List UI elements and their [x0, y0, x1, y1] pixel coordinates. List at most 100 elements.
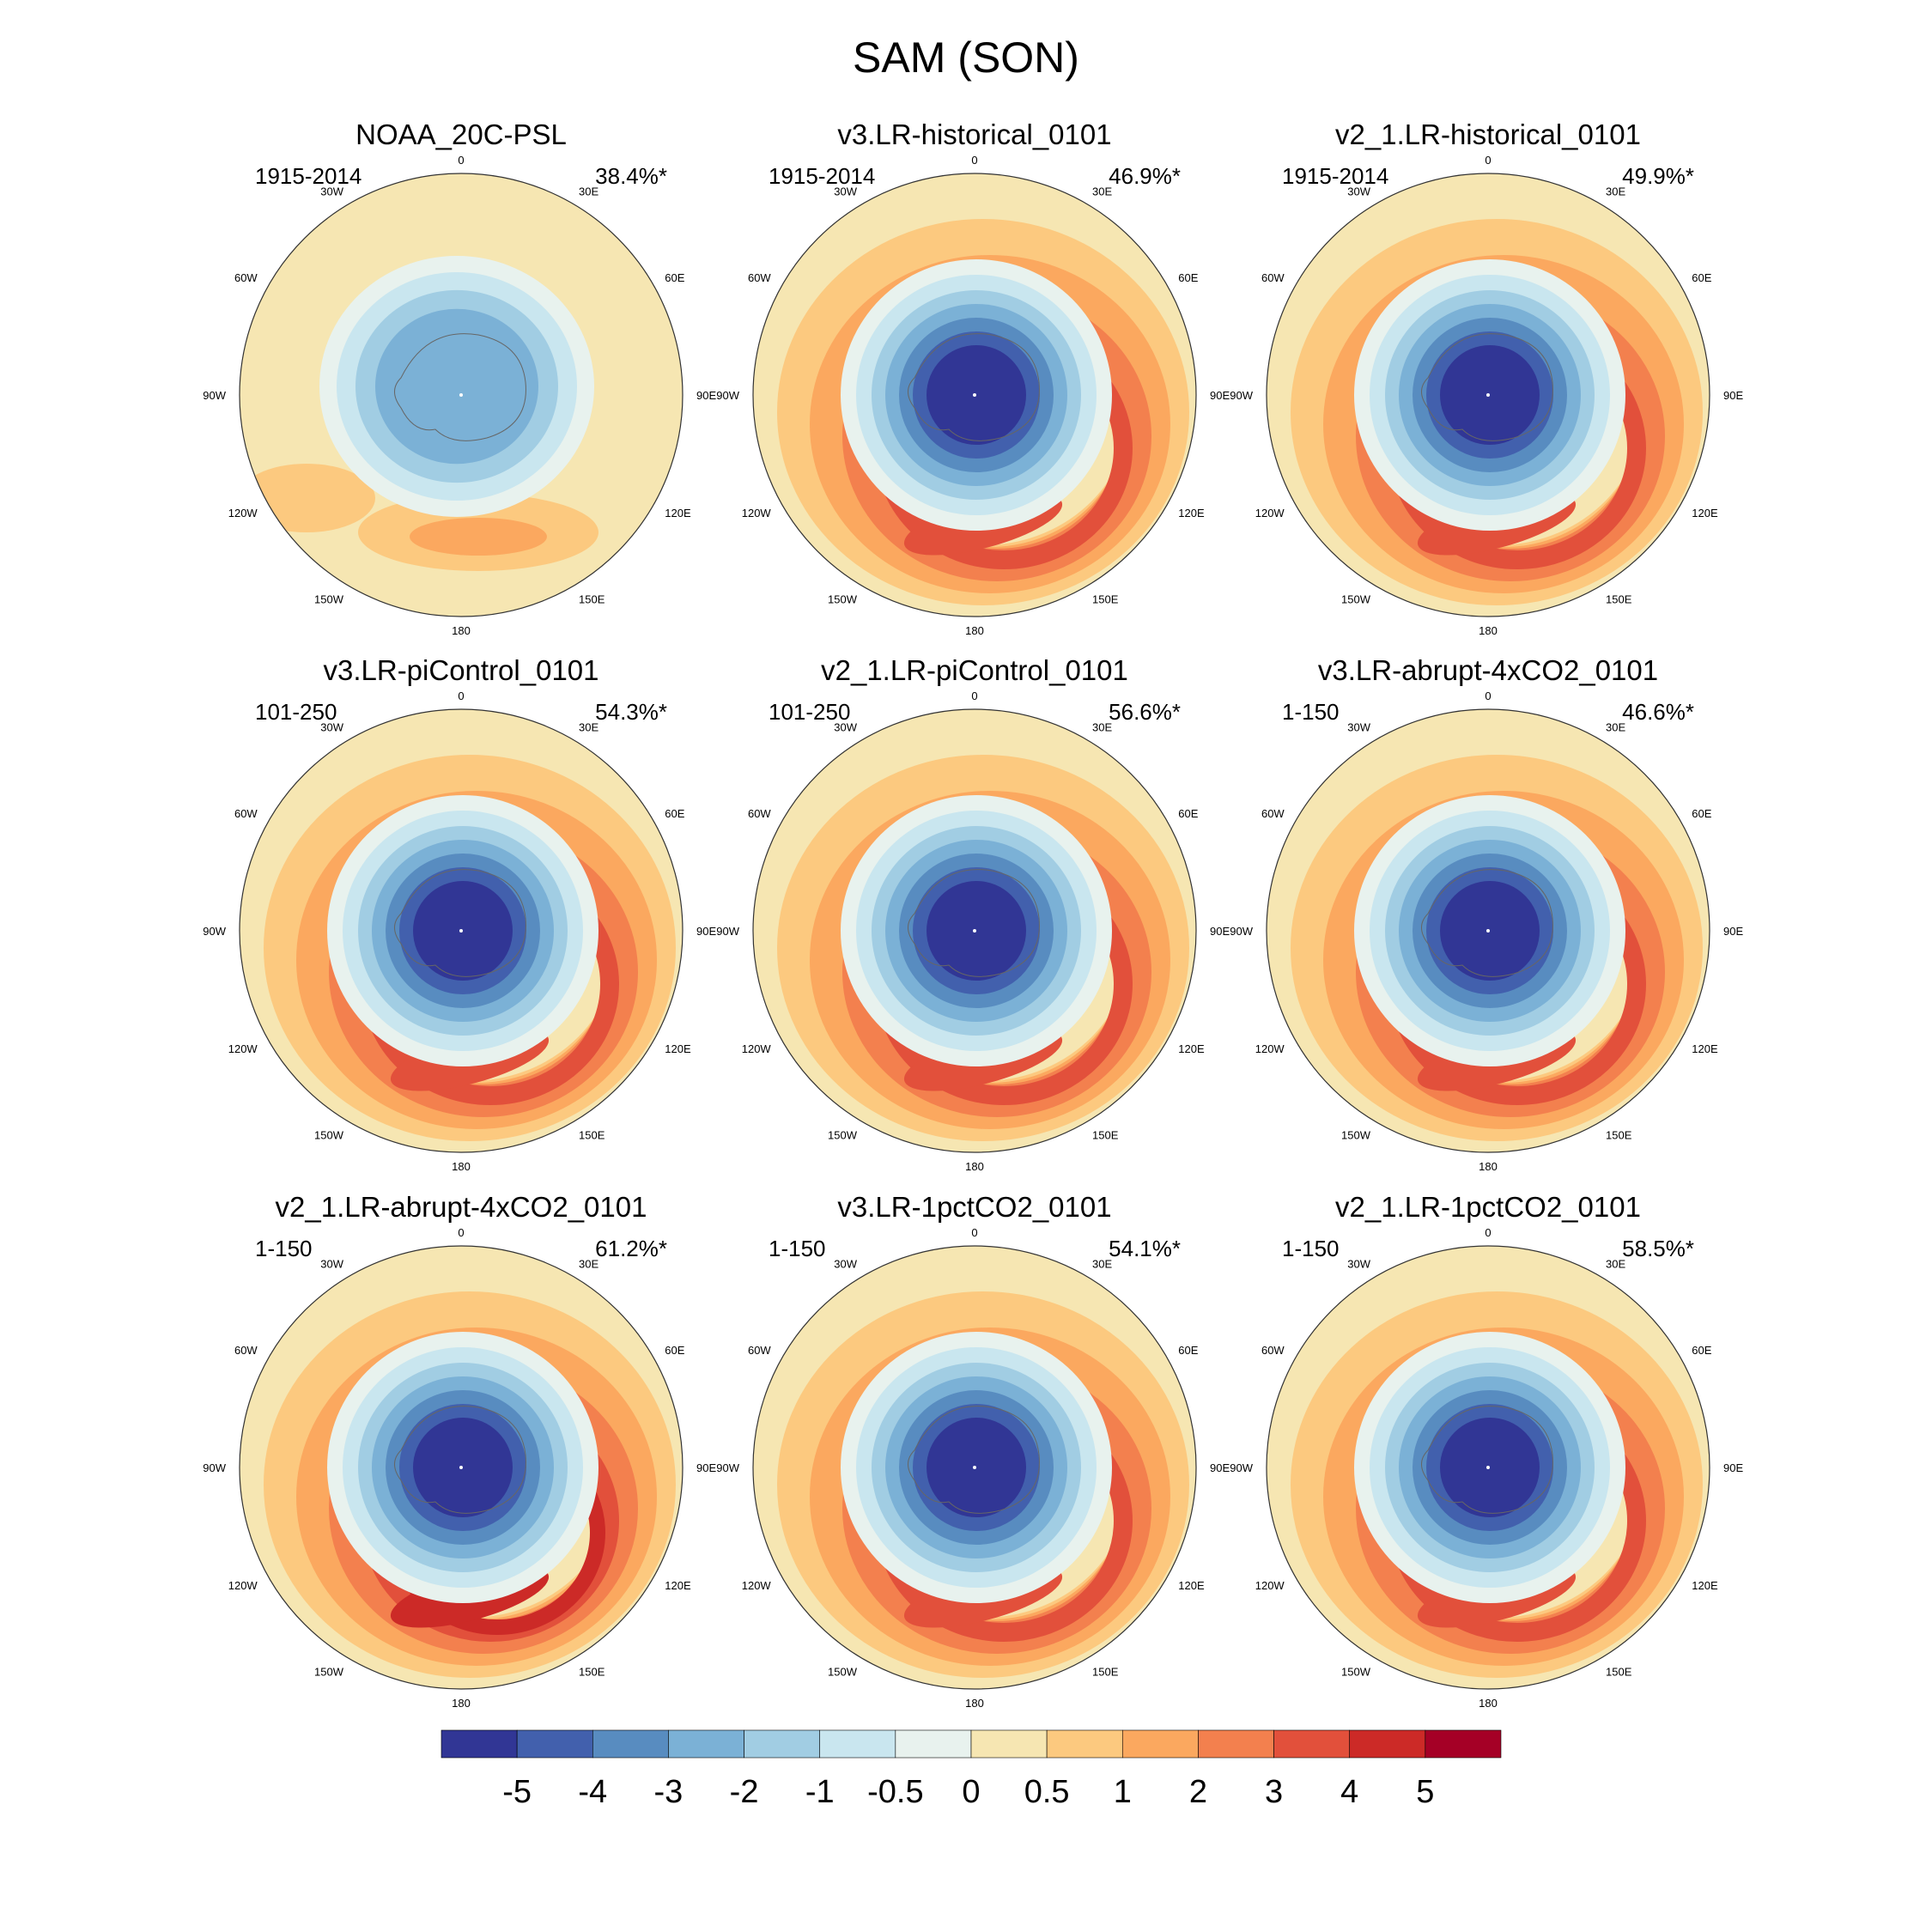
- colorbar-tick-label: 1: [1114, 1774, 1132, 1810]
- longitude-tick-label: 30E: [1606, 185, 1625, 198]
- panel-variance: 46.9%*: [1109, 163, 1181, 189]
- positive-anomaly-max: [410, 518, 547, 556]
- longitude-tick-label: 150E: [1092, 592, 1119, 605]
- longitude-tick-label: 90W: [1230, 389, 1254, 402]
- map-panel: v2_1.LR-1pctCO2_0101 1-150 58.5%* 0 30E 60E 90…: [1230, 1191, 1746, 1723]
- longitude-tick-label: 120E: [1692, 1042, 1718, 1055]
- polar-map: 0 30E 60E 90E 120E 150E 180 150W 120W 90W 60W 30W: [204, 690, 716, 1173]
- longitude-tick-label: 60W: [234, 271, 258, 284]
- colorbar-swatch: [895, 1729, 972, 1759]
- longitude-tick-label: 30E: [1606, 721, 1625, 734]
- panel-variance: 54.1%*: [1109, 1236, 1181, 1261]
- colorbar-tick-label: -2: [730, 1774, 759, 1810]
- colorbar-tick-label: 4: [1340, 1774, 1358, 1810]
- longitude-tick-label: 150W: [828, 592, 858, 605]
- colorbar-tick-label: -5: [502, 1774, 532, 1810]
- longitude-tick-label: 0: [971, 154, 977, 167]
- south-pole-marker: [459, 393, 463, 397]
- map-boundary: [239, 708, 683, 1153]
- longitude-tick-label: 90W: [1230, 1461, 1254, 1474]
- longitude-tick-label: 60W: [1261, 271, 1285, 284]
- longitude-tick-label: 90W: [717, 389, 740, 402]
- colorbar-swatch: [668, 1729, 744, 1759]
- panel-variance: 38.4%*: [595, 163, 667, 189]
- panel-variance: 54.3%*: [595, 699, 667, 725]
- map-boundary: [239, 173, 683, 617]
- longitude-tick-label: 180: [965, 624, 984, 637]
- colorbar-swatch: [744, 1729, 821, 1759]
- colorbar-tick-label: -0.5: [867, 1774, 923, 1810]
- map-boundary: [1266, 1245, 1710, 1690]
- polar-map: 0 30E 60E 90E 120E 150E 180 150W 120W 90W 60W 30W: [717, 1226, 1230, 1710]
- panel-variance: 56.6%*: [1109, 699, 1181, 725]
- colorbar-swatch: [440, 1729, 518, 1759]
- longitude-tick-label: 90W: [204, 925, 227, 938]
- longitude-tick-label: 150W: [1341, 1665, 1371, 1678]
- longitude-tick-label: 180: [1479, 1160, 1498, 1173]
- antarctica-coastline: [1421, 1406, 1553, 1514]
- colorbar-swatch: [819, 1729, 896, 1759]
- longitude-tick-label: 30W: [320, 721, 343, 734]
- panel-period: 1915-2014: [769, 163, 876, 189]
- negative-anomaly-contour: [375, 308, 538, 465]
- longitude-tick-label: 60E: [1692, 807, 1711, 820]
- longitude-tick-label: 180: [965, 1697, 984, 1710]
- longitude-tick-label: 60E: [1692, 1344, 1711, 1357]
- south-pole-marker: [459, 1466, 463, 1469]
- panel-title: NOAA_20C-PSL: [355, 118, 567, 150]
- longitude-tick-label: 60E: [1178, 271, 1198, 284]
- antarctica-coastline: [394, 869, 526, 977]
- longitude-tick-label: 60W: [1261, 1344, 1285, 1357]
- longitude-tick-label: 60W: [1261, 807, 1285, 820]
- colorbar-swatch: [1349, 1729, 1426, 1759]
- longitude-tick-label: 30W: [320, 1258, 343, 1271]
- polar-map: 0 30E 60E 90E 120E 150E 180 150W 120W 90W 60W 30W: [204, 154, 716, 637]
- longitude-tick-label: 0: [458, 154, 464, 167]
- panel-title: v3.LR-abrupt-4xCO2_0101: [1317, 654, 1659, 686]
- colorbar-swatch: [1425, 1729, 1502, 1759]
- map-boundary: [1266, 708, 1710, 1153]
- longitude-tick-label: 150E: [579, 1665, 605, 1678]
- longitude-tick-label: 120E: [665, 1579, 691, 1592]
- longitude-tick-label: 120W: [228, 1042, 258, 1055]
- longitude-tick-label: 90W: [717, 1461, 740, 1474]
- south-pole-marker: [1486, 393, 1490, 397]
- longitude-tick-label: 0: [1485, 690, 1491, 702]
- longitude-tick-label: 150E: [1606, 1128, 1632, 1141]
- longitude-tick-label: 0: [1485, 1226, 1491, 1239]
- longitude-tick-label: 60E: [1178, 1344, 1198, 1357]
- south-pole-marker: [1486, 929, 1490, 933]
- panel-title: v2_1.LR-1pctCO2_0101: [1335, 1191, 1641, 1223]
- longitude-tick-label: 120E: [665, 507, 691, 519]
- polar-map: 0 30E 60E 90E 120E 150E 180 150W 120W 90W 60W 30W: [1230, 154, 1743, 637]
- longitude-tick-label: 30W: [834, 721, 857, 734]
- longitude-tick-label: 180: [452, 1697, 471, 1710]
- longitude-tick-label: 90W: [204, 389, 227, 402]
- map-panel: v2_1.LR-abrupt-4xCO2_0101 1-150 61.2%* 0 30E…: [204, 1191, 719, 1723]
- longitude-tick-label: 60W: [748, 807, 771, 820]
- longitude-tick-label: 30W: [1347, 721, 1370, 734]
- south-pole-marker: [1486, 1466, 1490, 1469]
- longitude-tick-label: 180: [1479, 624, 1498, 637]
- polar-map: 0 30E 60E 90E 120E 150E 180 150W 120W 90W 60W 30W: [204, 1226, 716, 1710]
- antarctica-coastline: [908, 333, 1040, 441]
- longitude-tick-label: 30E: [579, 721, 598, 734]
- panel-period: 101-250: [769, 699, 851, 725]
- antarctica-coastline: [394, 1406, 526, 1514]
- longitude-tick-label: 0: [1485, 154, 1491, 167]
- longitude-tick-label: 0: [971, 690, 977, 702]
- colorbar-tick-label: -1: [805, 1774, 835, 1810]
- panel-period: 1-150: [769, 1236, 826, 1261]
- longitude-tick-label: 120E: [1178, 1042, 1205, 1055]
- panel-variance: 46.6%*: [1622, 699, 1694, 725]
- longitude-tick-label: 90E: [1723, 389, 1743, 402]
- longitude-tick-label: 150W: [828, 1128, 858, 1141]
- longitude-tick-label: 60E: [1178, 807, 1198, 820]
- panel-period: 1-150: [1282, 1236, 1340, 1261]
- colorbar-swatch: [1046, 1729, 1123, 1759]
- longitude-tick-label: 180: [452, 1160, 471, 1173]
- longitude-tick-label: 60W: [234, 1344, 258, 1357]
- figure-title: SAM (SON): [853, 33, 1079, 82]
- longitude-tick-label: 150W: [314, 592, 344, 605]
- colorbar-tick-label: 5: [1416, 1774, 1434, 1810]
